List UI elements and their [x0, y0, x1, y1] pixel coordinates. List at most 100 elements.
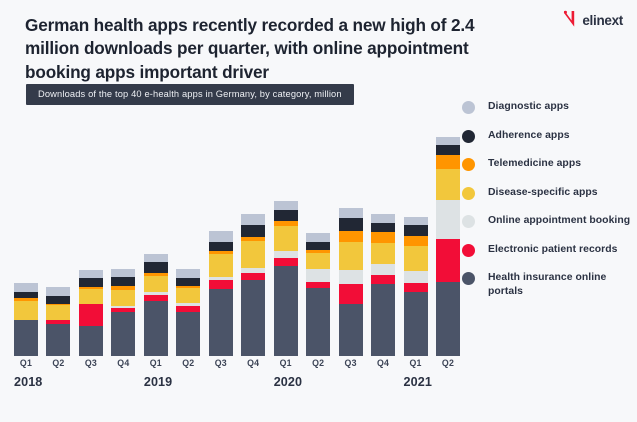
bar-segment: [46, 320, 71, 324]
bar-segment: [176, 311, 201, 356]
bar-segment: [306, 282, 331, 288]
bar-segment: [241, 280, 266, 356]
legend-item-label: Health insurance online portals: [488, 272, 607, 298]
bar-segment: [338, 217, 363, 232]
bar-column[interactable]: [273, 200, 298, 356]
bar-segment: [14, 320, 38, 356]
bar-column[interactable]: [306, 233, 331, 356]
x-axis-quarter-label: Q4: [376, 358, 390, 368]
x-axis-quarter-label: Q1: [19, 358, 33, 368]
bar-segment: [371, 214, 396, 223]
legend-item-label: Disease-specific apps: [488, 186, 598, 198]
legend-item[interactable]: Health insurance online portals: [462, 271, 632, 299]
legend-item[interactable]: Online appointment booking: [462, 214, 632, 229]
legend-item[interactable]: Telemedicine apps: [462, 157, 632, 172]
bar-segment: [78, 286, 103, 289]
bar-segment: [436, 136, 460, 146]
legend-swatch-icon: [462, 243, 475, 257]
x-axis-quarter-label: Q2: [52, 358, 65, 368]
bar-segment: [371, 232, 396, 244]
bar-segment: [208, 231, 233, 242]
bar-segment: [143, 253, 168, 263]
bar-segment: [436, 199, 460, 239]
x-axis-quarter-label: Q3: [214, 358, 227, 368]
stacked-bar-chart: [14, 110, 460, 356]
bar-column[interactable]: [78, 269, 103, 356]
bar-column[interactable]: [338, 208, 363, 356]
chart-legend: Diagnostic apps Adherence apps Telemedicin…: [462, 100, 632, 314]
legend-item-label: Online appointment booking: [488, 215, 631, 227]
bar-segment: [143, 291, 168, 295]
legend-item[interactable]: Electronic patient records: [462, 243, 632, 257]
bar-segment: [111, 312, 136, 356]
brand-name: elinext: [582, 12, 623, 28]
bar-segment: [208, 253, 233, 277]
bar-segment: [46, 304, 71, 321]
bar-segment: [208, 251, 233, 254]
bar-column[interactable]: [14, 283, 38, 356]
bar-column[interactable]: [176, 269, 201, 356]
legend-item-label: Diagnostic apps: [488, 101, 570, 112]
bar-segment: [403, 246, 428, 271]
bar-segment: [14, 301, 38, 321]
bar-segment: [111, 305, 136, 308]
bar-segment: [338, 284, 363, 304]
bar-segment: [111, 286, 136, 290]
bar-segment: [403, 235, 428, 247]
bar-segment: [273, 220, 298, 227]
bar-segment: [241, 240, 266, 269]
bar-column[interactable]: [111, 269, 136, 356]
bar-segment: [46, 287, 71, 296]
bar-column[interactable]: [143, 253, 168, 356]
bar-segment: [176, 305, 201, 312]
bar-segment: [241, 272, 266, 281]
x-axis-quarter-label: Q2: [182, 358, 195, 368]
bar-segment: [143, 262, 168, 273]
bar-segment: [78, 269, 103, 279]
bar-segment: [436, 282, 460, 356]
legend-item-label: Telemedicine apps: [488, 158, 582, 170]
bar-segment: [78, 278, 103, 287]
bar-segment: [338, 231, 363, 243]
bar-segment: [176, 303, 201, 306]
bar-column[interactable]: [208, 231, 233, 356]
bar-segment: [338, 208, 363, 218]
bar-segment: [143, 294, 168, 302]
bar-segment: [273, 200, 298, 211]
bar-column[interactable]: [371, 214, 396, 356]
legend-swatch-icon: [462, 215, 475, 229]
bar-segment: [14, 298, 38, 302]
bar-segment: [371, 243, 396, 265]
bar-segment: [306, 287, 331, 356]
bar-column[interactable]: [241, 214, 266, 356]
bar-column[interactable]: [46, 287, 71, 356]
brand-logo: elinext: [562, 10, 623, 30]
x-axis-quarter-label: Q4: [117, 358, 130, 368]
elinext-n-icon: [564, 10, 575, 29]
x-axis-quarter-label: Q4: [247, 358, 260, 368]
bar-segment: [371, 264, 396, 275]
bar-segment: [306, 268, 331, 283]
legend-item[interactable]: Diagnostic apps: [462, 100, 632, 114]
bar-segment: [306, 241, 331, 251]
bar-segment: [208, 241, 233, 252]
bar-segment: [111, 289, 136, 306]
legend-item[interactable]: Disease-specific apps: [462, 186, 632, 200]
bar-segment: [111, 276, 136, 287]
legend-item-label: Adherence apps: [488, 129, 570, 141]
bar-segment: [371, 284, 396, 356]
bar-segment: [403, 291, 428, 356]
bar-column[interactable]: [403, 216, 428, 356]
bar-segment: [78, 303, 103, 326]
legend-item[interactable]: Adherence apps: [462, 129, 632, 143]
bar-segment: [208, 280, 233, 289]
bar-segment: [78, 288, 103, 304]
legend-swatch-icon: [462, 129, 475, 143]
legend-swatch-icon: [462, 158, 475, 172]
bar-segment: [403, 216, 428, 226]
bar-column[interactable]: [436, 136, 460, 356]
bar-segment: [143, 301, 168, 356]
x-axis-quarter-label: Q3: [84, 358, 97, 368]
bar-segment: [241, 236, 266, 241]
legend-swatch-icon: [462, 272, 475, 286]
